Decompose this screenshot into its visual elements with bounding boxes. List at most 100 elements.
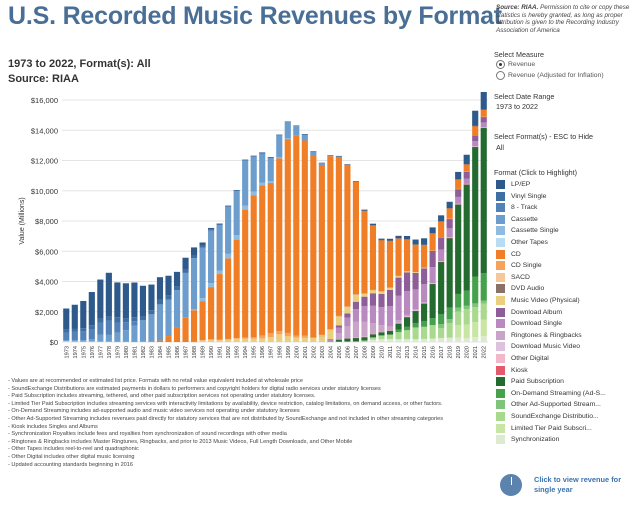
bar-segment: [293, 337, 300, 342]
x-tick-label: 2019: [456, 346, 462, 358]
x-tick-label: 1977: [98, 346, 104, 358]
single-year-link[interactable]: Click to view revenue for single year: [500, 474, 621, 496]
legend-item[interactable]: LP/EP: [496, 180, 530, 189]
bar-segment: [173, 286, 181, 291]
bar-segment: [463, 324, 470, 339]
legend-item[interactable]: Other Tapes: [496, 238, 548, 247]
bar-segment: [463, 338, 470, 342]
bar-segment: [472, 322, 479, 338]
legend-item[interactable]: Limited Tier Paid Subscri...: [496, 423, 592, 433]
legend-item[interactable]: Cassette: [496, 214, 538, 224]
bar-segment: [310, 337, 317, 342]
measure-option-revenue[interactable]: Revenue: [496, 60, 535, 69]
bar-segment: [131, 325, 138, 342]
legend-item[interactable]: SoundExchange Distributio...: [496, 412, 599, 421]
bar-segment: [421, 284, 428, 303]
legend-item[interactable]: 8 - Track: [496, 203, 537, 213]
legend-swatch: [496, 226, 505, 236]
x-tick-label: 2020: [465, 346, 471, 358]
bar-segment: [165, 336, 172, 342]
bar-segment: [378, 291, 385, 294]
revenue-chart[interactable]: $0 $2,000 $4,000 $6,000 $8,000 $10,000 $12,000…: [0, 92, 490, 378]
bar-segment: [361, 210, 368, 294]
bar-segment: [259, 185, 266, 336]
legend-label: CD Single: [511, 262, 542, 270]
legend-item[interactable]: Vinyl Single: [496, 191, 546, 201]
bar-segment: [293, 126, 300, 136]
bar-segment: [421, 326, 428, 339]
chart-source: Source: RIAA: [8, 73, 79, 85]
legend-item[interactable]: SACD: [496, 272, 530, 282]
x-tick-label: 1994: [243, 346, 249, 358]
legend-item[interactable]: CD Single: [496, 261, 542, 271]
bar-segment: [412, 310, 419, 311]
bar-segment: [412, 310, 419, 323]
x-tick-label: 1980: [124, 346, 130, 358]
single-year-link-line2: single year: [534, 485, 573, 494]
bar-segment: [386, 238, 394, 241]
y-tick-label: $14,000: [31, 126, 58, 135]
footnote: - Values are at recommended or estimated…: [8, 378, 303, 384]
bar-segment: [455, 325, 462, 338]
x-tick-label: 2004: [328, 346, 334, 358]
bar-segment: [438, 314, 445, 325]
bar-segment: [386, 334, 394, 339]
bar-segment: [429, 233, 436, 251]
bar-segment: [403, 316, 411, 318]
bar-segment: [242, 337, 249, 339]
bar-segment: [267, 181, 274, 184]
bar-segment: [361, 321, 368, 337]
legend-swatch: [496, 203, 505, 213]
legend-item[interactable]: Synchronization: [496, 435, 559, 445]
bar-segment: [395, 329, 402, 333]
bar-segment: [455, 311, 462, 326]
bar-segment: [105, 272, 112, 317]
bar-segment: [361, 340, 368, 342]
bar-segment: [455, 337, 462, 342]
legend-item[interactable]: Other Ad-Supported Stream...: [496, 400, 601, 410]
bar-segment: [80, 340, 87, 342]
bar-segment: [455, 293, 462, 308]
bar-segment: [293, 335, 300, 338]
bar-segment: [395, 275, 402, 278]
bar-segment: [421, 244, 428, 268]
bar-segment: [395, 339, 402, 342]
y-tick-label: $10,000: [31, 187, 58, 196]
bar-segment: [403, 239, 411, 272]
legend-item[interactable]: CD: [496, 249, 521, 259]
legend-item[interactable]: Download Album: [496, 307, 562, 317]
bar-segment: [421, 302, 428, 303]
bar-segment: [369, 339, 377, 342]
legend-item[interactable]: Ringtones & Ringbacks: [496, 330, 582, 340]
bar-segment: [225, 258, 232, 339]
bar-segment: [361, 296, 368, 307]
legend-item[interactable]: Download Single: [496, 319, 563, 329]
measure-option-adjusted[interactable]: Revenue (Adjusted for Inflation): [496, 71, 604, 80]
radio-empty-icon: [496, 71, 505, 80]
bar-segment: [463, 290, 470, 306]
bar-segment: [182, 317, 189, 342]
x-tick-label: 2015: [422, 346, 428, 358]
bar-segment: [122, 322, 129, 331]
format-select-dropdown[interactable]: All: [496, 143, 504, 152]
bar-segment: [421, 303, 428, 321]
bar-segment: [225, 205, 232, 207]
bar-segment: [216, 274, 223, 340]
bar-segment: [352, 181, 360, 295]
legend-item[interactable]: Kiosk: [496, 365, 528, 375]
legend-item[interactable]: On-Demand Streaming (Ad-S...: [496, 388, 606, 398]
bar-segment: [369, 337, 377, 340]
legend-item[interactable]: Paid Subscription: [496, 377, 564, 387]
legend-item[interactable]: Music Video (Physical): [496, 296, 580, 305]
legend-item[interactable]: DVD Audio: [496, 284, 544, 294]
bar-segment: [455, 204, 462, 294]
bar-segment: [173, 327, 181, 342]
bar-segment: [352, 337, 360, 342]
legend-item[interactable]: Other Digital: [496, 354, 549, 363]
legend-item[interactable]: Cassette Single: [496, 226, 559, 236]
bar-segment: [139, 316, 147, 321]
legend-swatch: [496, 354, 505, 363]
legend-label: Download Single: [511, 320, 563, 328]
legend-item[interactable]: Download Music Video: [496, 342, 580, 352]
date-range-dropdown[interactable]: 1973 to 2022: [496, 102, 538, 111]
